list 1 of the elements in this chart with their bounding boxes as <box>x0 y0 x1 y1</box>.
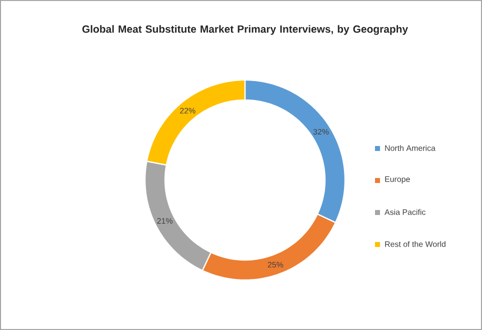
chart-title: Global Meat Substitute Market Primary Interviews, by Geography <box>82 25 408 35</box>
